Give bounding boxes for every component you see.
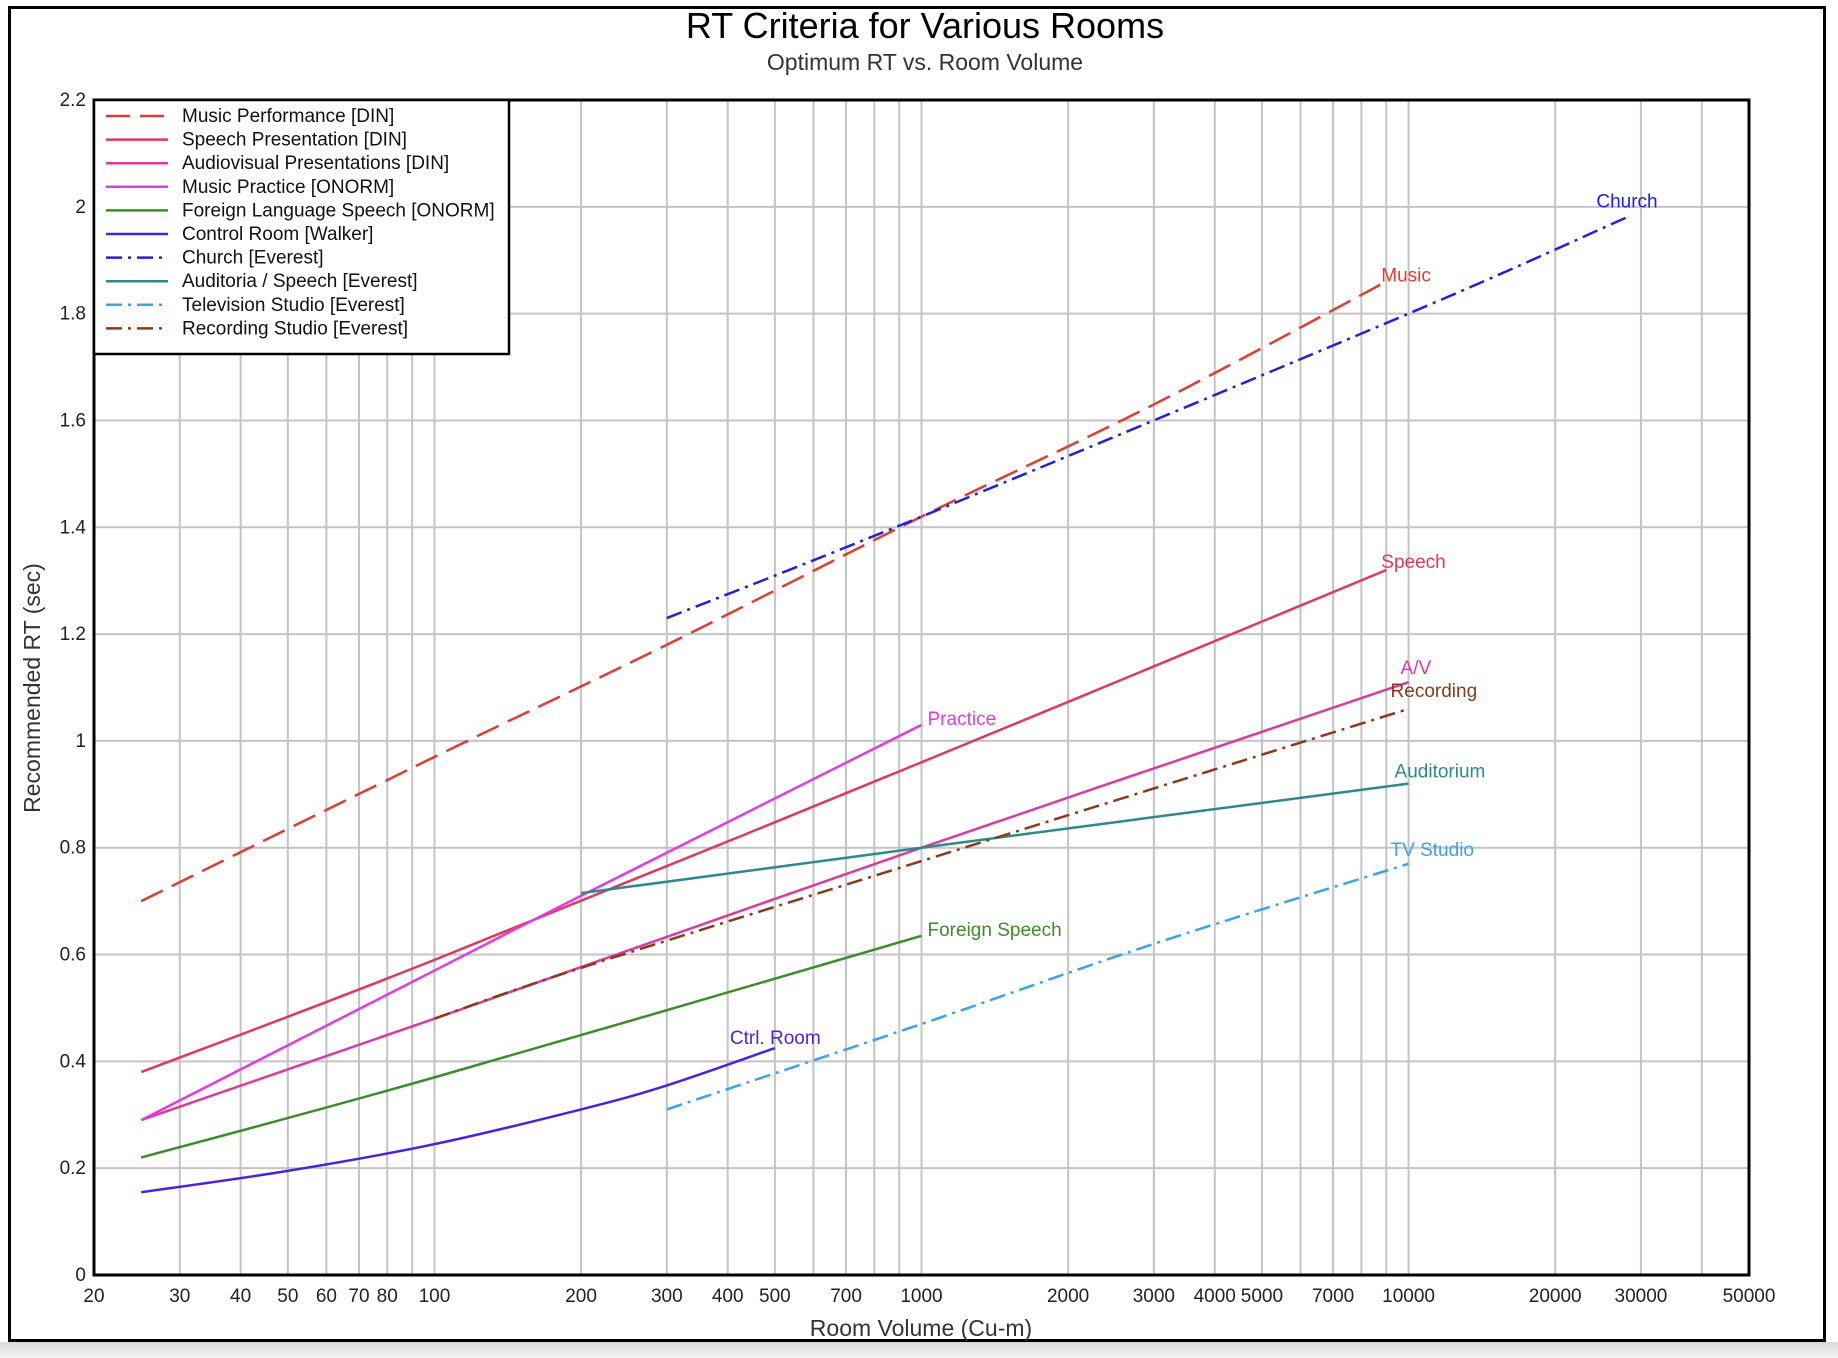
axis-ticks: 20 30 40 50 60 70 80 100 200 300 400 500 700 1000 2000… [60,90,1776,1307]
x-tick-label: 40 [230,1286,251,1307]
series-line [434,707,1409,1020]
x-tick-label: 100 [419,1286,451,1307]
legend-entry: Audiovisual Presentations [DIN] [182,153,449,174]
y-tick-label: 1 [75,731,86,752]
y-tick-label: 1.4 [60,517,87,538]
y-tick-label: 1.6 [60,410,86,431]
series-end-label: Foreign Speech [928,920,1062,941]
x-tick-label: 80 [377,1286,398,1307]
y-tick-label: 0.2 [60,1158,86,1179]
x-tick-label: 400 [712,1286,744,1307]
x-tick-label: 20000 [1529,1286,1582,1307]
series-end-label: Auditorium [1395,762,1486,783]
series-line [140,568,1387,1074]
series-end-label: Church [1596,192,1657,213]
series-line [140,934,922,1159]
y-tick-label: 2 [75,197,86,218]
x-tick-label: 30000 [1615,1286,1668,1307]
x-tick-label: 7000 [1312,1286,1354,1307]
x-tick-label: 30 [169,1286,190,1307]
y-tick-label: 0 [75,1265,86,1286]
series-end-label: Speech [1381,552,1445,573]
x-tick-label: 20 [83,1286,104,1307]
legend-box [92,98,511,356]
series-end-label: Music [1381,266,1431,287]
chart-title: RT Criteria for Various Rooms [686,5,1164,46]
x-tick-label: 50 [277,1286,298,1307]
series-line [141,1046,776,1194]
x-tick-label: 2000 [1047,1286,1089,1307]
series-end-label: Practice [928,709,997,730]
x-tick-label: 10000 [1382,1286,1435,1307]
y-tick-label: 2.2 [60,90,86,111]
series-end-label: Ctrl. Room [730,1028,821,1049]
x-tick-label: 60 [316,1286,337,1307]
legend-entry: Music Practice [ONORM] [182,177,394,198]
legend-entry: Television Studio [Everest] [182,295,405,316]
series-end-label: TV Studio [1391,840,1474,861]
y-tick-label: 1.8 [60,304,86,325]
x-tick-label: 700 [830,1286,862,1307]
chart-subtitle: Optimum RT vs. Room Volume [767,49,1083,75]
legend-entry: Auditoria / Speech [Everest] [182,271,418,292]
legend-entry: Speech Presentation [DIN] [182,130,407,151]
series-line [140,723,923,1122]
x-axis-label: Room Volume (Cu-m) [810,1315,1032,1341]
x-tick-label: 4000 [1194,1286,1236,1307]
x-tick-label: 5000 [1241,1286,1283,1307]
plot-area-border [92,98,1751,1277]
x-tick-label: 500 [759,1286,791,1307]
legend-entry: Control Room [Walker] [182,224,373,245]
series-lines [140,216,1627,1194]
series-line [580,782,1409,895]
x-tick-label: 1000 [900,1286,942,1307]
x-tick-label: 50000 [1723,1286,1776,1307]
x-tick-label: 200 [565,1286,597,1307]
series-line [140,680,1409,1122]
y-tick-label: 1.2 [60,624,86,645]
series-line [140,280,1387,903]
legend-entry: Foreign Language Speech [ONORM] [182,200,495,221]
legend-entry: Recording Studio [Everest] [182,318,408,339]
x-tick-label: 3000 [1133,1286,1175,1307]
y-axis-label: Recommended RT (sec) [19,563,45,813]
y-tick-label: 0.8 [60,838,86,859]
legend-entry: Church [Everest] [182,248,324,269]
legend: Music Performance [DIN] Speech Presentati… [92,98,511,356]
window-bottom-edge [0,1342,1838,1358]
series-end-label: A/V [1401,658,1432,679]
series-line [666,216,1627,620]
y-tick-label: 0.6 [60,945,86,966]
series-end-label: Recording [1391,681,1478,702]
series-line [666,862,1409,1111]
x-tick-label: 300 [651,1286,683,1307]
x-tick-label: 70 [348,1286,369,1307]
legend-entry: Music Performance [DIN] [182,106,394,127]
series-end-labels: Music Speech A/V Practice Foreign Speech Ctrl… [730,192,1658,1050]
y-tick-label: 0.4 [60,1051,87,1072]
